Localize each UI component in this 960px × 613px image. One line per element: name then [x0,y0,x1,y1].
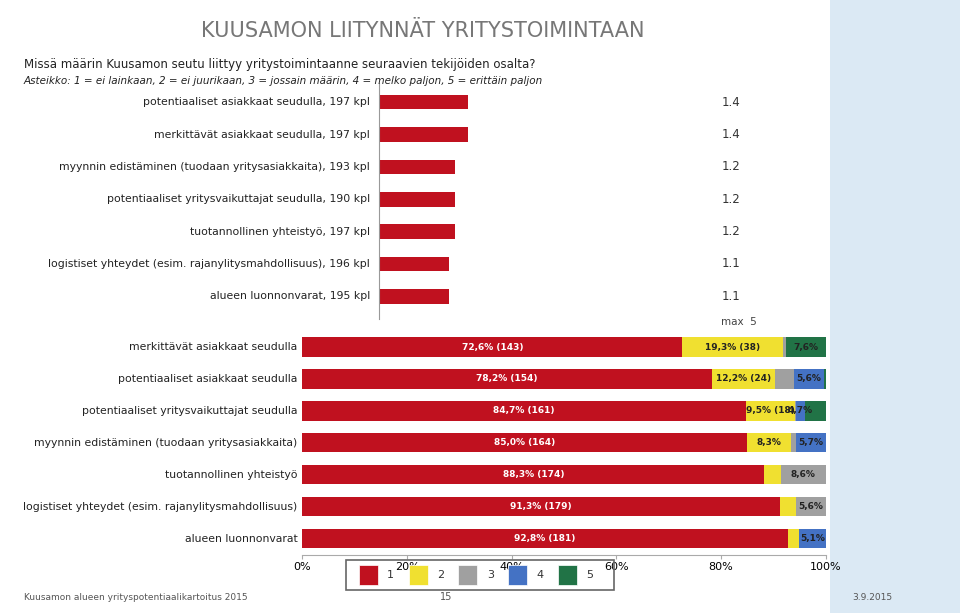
Bar [683,337,783,357]
Bar [796,402,804,421]
Bar [780,465,826,484]
Text: 5,1%: 5,1% [800,535,825,543]
Text: Kuusamon alueen yrityspotentiaalikartoitus 2015: Kuusamon alueen yrityspotentiaalikartoit… [24,593,248,602]
Bar [764,465,780,484]
Bar [804,402,826,421]
Text: max  5: max 5 [721,318,757,327]
Bar [379,224,455,239]
Bar [302,402,746,421]
Bar [796,497,826,516]
Text: 1.2: 1.2 [721,192,740,206]
Text: 12,2% (24): 12,2% (24) [716,375,771,384]
Bar [824,370,826,389]
Bar [796,433,826,452]
Bar [747,433,790,452]
Text: 85,0% (164): 85,0% (164) [494,438,556,447]
Bar [302,465,764,484]
Text: 5,7%: 5,7% [798,438,823,447]
Bar [711,370,776,389]
Text: 15: 15 [441,592,452,602]
Text: 1.2: 1.2 [721,225,740,238]
Text: tuotannollinen yhteistyö, 197 kpl: tuotannollinen yhteistyö, 197 kpl [190,227,371,237]
Text: 72,6% (143): 72,6% (143) [462,343,523,351]
Bar [508,565,527,585]
Bar [302,497,780,516]
Text: 1.1: 1.1 [721,290,740,303]
Text: 1.4: 1.4 [721,96,740,109]
Bar [379,257,449,271]
Text: myynnin edistäminen (tuodaan yritysasiakkaita), 193 kpl: myynnin edistäminen (tuodaan yritysasiak… [60,162,371,172]
Bar [302,433,747,452]
Text: tuotannollinen yhteistyö: tuotannollinen yhteistyö [165,470,298,480]
Bar [558,565,577,585]
Text: 5,6%: 5,6% [799,502,824,511]
Text: 84,7% (161): 84,7% (161) [493,406,555,416]
Text: KUUSAMON LIITYNNÄT YRITYSTOIMINTAAN: KUUSAMON LIITYNNÄT YRITYSTOIMINTAAN [201,21,644,42]
Text: 8,6%: 8,6% [791,470,816,479]
Bar [780,497,796,516]
Text: 5,6%: 5,6% [797,375,822,384]
Bar [302,337,683,357]
Bar [359,565,378,585]
Bar [783,337,786,357]
Text: potentiaaliset yritysvaikuttajat seudulla: potentiaaliset yritysvaikuttajat seudull… [83,406,298,416]
Bar [794,370,824,389]
Bar [788,529,799,549]
Text: alueen luonnonvarat, 195 kpl: alueen luonnonvarat, 195 kpl [210,291,371,301]
Text: 92,8% (181): 92,8% (181) [515,535,576,543]
Text: 3.9.2015: 3.9.2015 [852,593,893,602]
Text: logistiset yhteydet (esim. rajanylitysmahdollisuus): logistiset yhteydet (esim. rajanylitysma… [23,502,298,512]
Text: alueen luonnonvarat: alueen luonnonvarat [185,534,298,544]
Text: 1.4: 1.4 [721,128,740,141]
Bar [799,529,826,549]
Text: logistiset yhteydet (esim. rajanylitysmahdollisuus), 196 kpl: logistiset yhteydet (esim. rajanylitysma… [48,259,371,269]
Text: 19,3% (38): 19,3% (38) [706,343,760,351]
Text: 9,5% (18): 9,5% (18) [746,406,795,416]
Bar [302,529,788,549]
Text: 7,6%: 7,6% [793,343,818,351]
Bar [379,289,449,303]
Text: Missä määrin Kuusamon seutu liittyy yritystoimintaanne seuraavien tekijöiden osa: Missä määrin Kuusamon seutu liittyy yrit… [24,58,536,71]
Text: 1.2: 1.2 [721,161,740,173]
Bar [302,370,711,389]
Text: 2: 2 [437,570,444,580]
Bar [379,128,468,142]
Bar [746,402,795,421]
Bar [379,192,455,207]
Text: merkittävät asiakkaat seudulla: merkittävät asiakkaat seudulla [130,342,298,352]
Text: 88,3% (174): 88,3% (174) [503,470,564,479]
Text: 1.1: 1.1 [721,257,740,270]
Text: merkittävät asiakkaat seudulla, 197 kpl: merkittävät asiakkaat seudulla, 197 kpl [155,129,371,140]
Bar [790,433,796,452]
Bar [776,370,794,389]
Text: 3: 3 [487,570,493,580]
Text: Asteikko: 1 = ei lainkaan, 2 = ei juurikaan, 3 = jossain määrin, 4 = melko paljo: Asteikko: 1 = ei lainkaan, 2 = ei juurik… [24,76,543,86]
Text: 1: 1 [387,570,395,580]
Text: potentiaaliset asiakkaat seudulla: potentiaaliset asiakkaat seudulla [118,374,298,384]
Bar [379,95,468,110]
Text: myynnin edistäminen (tuodaan yritysasiakkaita): myynnin edistäminen (tuodaan yritysasiak… [35,438,298,448]
Text: 8,3%: 8,3% [756,438,781,447]
Bar [786,337,826,357]
Bar [459,565,477,585]
Text: potentiaaliset yritysvaikuttajat seudulla, 190 kpl: potentiaaliset yritysvaikuttajat seudull… [108,194,371,204]
Text: 4: 4 [537,570,543,580]
Bar [409,565,427,585]
Text: potentiaaliset asiakkaat seudulla, 197 kpl: potentiaaliset asiakkaat seudulla, 197 k… [143,97,371,107]
Text: 78,2% (154): 78,2% (154) [476,375,538,384]
Text: 5: 5 [587,570,593,580]
Bar [379,159,455,174]
Text: 91,3% (179): 91,3% (179) [511,502,572,511]
Text: 4,7%: 4,7% [787,406,813,416]
